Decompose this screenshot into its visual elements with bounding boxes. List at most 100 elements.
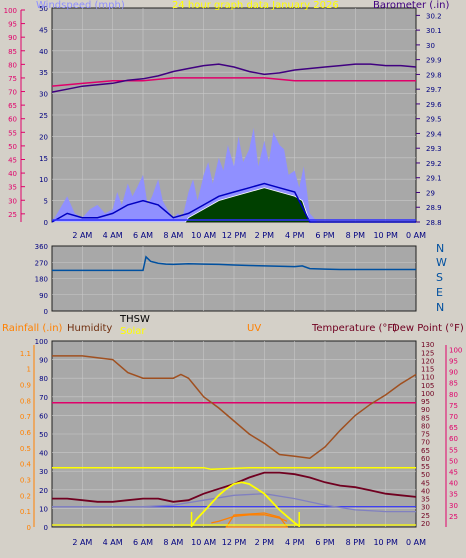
x-tick-label: 0 AM <box>406 538 426 547</box>
temperature-tick-label: 125 <box>421 349 434 357</box>
humidity-tick-label: 70 <box>39 394 48 402</box>
thsw-line <box>52 493 416 513</box>
humidity-tick-label: 60 <box>39 412 48 420</box>
temperature-tick-label: 25 <box>421 512 430 520</box>
y-tick-label: 5 <box>44 198 48 206</box>
wind-average-line <box>51 182 416 223</box>
barometer-line <box>51 63 417 93</box>
x-tick-label: 2 PM <box>255 538 274 547</box>
temperature-tick-label: 40 <box>421 487 430 495</box>
right-tick-label: 29.6 <box>426 101 442 109</box>
outer-tick-label: 30 <box>8 197 17 205</box>
y-tick-label: 30 <box>39 91 48 99</box>
x-tick-label: 2 AM <box>72 538 92 547</box>
x-tick-label: 6 AM <box>133 538 153 547</box>
temperature-tick-label: 45 <box>421 479 430 487</box>
dewpoint-tick-label: 55 <box>449 446 458 454</box>
direction-tick-label: 0 <box>44 308 48 316</box>
dewpoint-tick-label: 90 <box>449 369 458 377</box>
rain-tick-label: 0.3 <box>20 477 31 485</box>
temperature-tick-label: 90 <box>421 406 430 414</box>
temperature-tick-label: 110 <box>421 374 434 382</box>
temperature-tick-label: 55 <box>421 463 430 471</box>
gust-line <box>52 187 416 223</box>
uv-legend: UV <box>247 323 261 334</box>
dewpoint-tick-label: 35 <box>449 491 458 499</box>
y-tick-label: 0 <box>44 219 48 227</box>
y-tick-label: 35 <box>39 69 48 77</box>
dewpoint-tick-label: 60 <box>449 435 458 443</box>
outer-tick-label: 90 <box>8 34 17 42</box>
right-tick-label: 29.7 <box>426 86 442 94</box>
temperature-tick-label: 130 <box>421 341 434 349</box>
dewpoint-tick-label: 85 <box>449 380 458 388</box>
x-tick-label: 12 PM <box>222 231 247 240</box>
x-tick-label: 6 AM <box>133 231 153 240</box>
x-tick-label: 10 AM <box>191 538 216 547</box>
right-tick-label: 29.3 <box>426 145 442 153</box>
x-tick-label: 4 PM <box>285 538 304 547</box>
rain-tick-label: 0.7 <box>20 413 31 421</box>
right-tick-label: 29.2 <box>426 160 442 168</box>
outer-tick-label: 50 <box>8 143 17 151</box>
outer-tick-label: 35 <box>8 184 17 192</box>
rain-tick-label: 0 <box>27 524 31 532</box>
outer-tick-label: 75 <box>8 75 17 83</box>
humidity-tick-label: 80 <box>39 375 48 383</box>
right-tick-label: 29.9 <box>426 57 442 65</box>
temperature-tick-label: 95 <box>421 398 430 406</box>
outer-humidity-line <box>51 77 416 87</box>
rain-tick-label: 0.9 <box>20 382 31 390</box>
outer-tick-label: 95 <box>8 21 17 29</box>
temperature-tick-label: 120 <box>421 357 434 365</box>
humidity-tick-label: 40 <box>39 450 48 458</box>
y-tick-label: 40 <box>39 48 48 56</box>
humidity-tick-label: 90 <box>39 357 48 365</box>
right-tick-label: 30.1 <box>426 27 442 35</box>
right-tick-label: 29.4 <box>426 130 442 138</box>
solar-high-line <box>52 466 416 471</box>
x-tick-label: 2 AM <box>72 231 92 240</box>
temperature-tick-label: 100 <box>421 390 434 398</box>
right-tick-label: 30 <box>426 42 435 50</box>
outer-tick-label: 45 <box>8 156 17 164</box>
outer-tick-label: 55 <box>8 129 17 137</box>
right-tick-label: 29 <box>426 189 435 197</box>
windspeed-area <box>52 127 416 222</box>
dewpoint-tick-label: 65 <box>449 424 458 432</box>
rainfall-legend: Rainfall (.in) <box>2 323 63 334</box>
temperature-tick-label: 35 <box>421 496 430 504</box>
outer-tick-label: 100 <box>4 7 17 15</box>
dewpoint-tick-label: 100 <box>449 346 462 354</box>
x-tick-label: 10 AM <box>191 231 216 240</box>
x-tick-label: 4 PM <box>285 231 304 240</box>
direction-tick-label: 180 <box>35 276 48 284</box>
wind-direction-line <box>52 255 416 272</box>
humidity-tick-label: 30 <box>39 468 48 476</box>
right-tick-label: 29.1 <box>426 175 442 183</box>
dewpoint-legend: Dew Point (°F) <box>392 323 464 334</box>
y-tick-label: 45 <box>39 26 48 34</box>
x-tick-label: 8 AM <box>163 538 183 547</box>
y-tick-label: 15 <box>39 155 48 163</box>
rain-tick-label: 1 <box>27 366 31 374</box>
x-tick-label: 10 PM <box>373 231 398 240</box>
temperature-tick-label: 115 <box>421 366 434 374</box>
humidity-tick-label: 50 <box>39 431 48 439</box>
temperature-tick-label: 30 <box>421 504 430 512</box>
rain-tick-label: 0.5 <box>20 445 31 453</box>
rain-tick-label: 0.8 <box>20 397 31 405</box>
temperature-tick-label: 70 <box>421 439 430 447</box>
x-tick-label: 8 PM <box>346 231 365 240</box>
dewpoint-tick-label: 25 <box>449 513 458 521</box>
outer-tick-label: 80 <box>8 61 17 69</box>
humidity-legend: Humidity <box>67 323 112 334</box>
direction-tick-label: 360 <box>35 243 48 251</box>
temperature-tick-label: 105 <box>421 382 434 390</box>
compass-label-n-bottom: N <box>436 301 444 314</box>
direction-tick-label: 270 <box>35 259 48 267</box>
x-tick-label: 6 PM <box>315 231 334 240</box>
dewpoint-tick-label: 40 <box>449 480 458 488</box>
x-tick-label: 2 PM <box>255 231 274 240</box>
